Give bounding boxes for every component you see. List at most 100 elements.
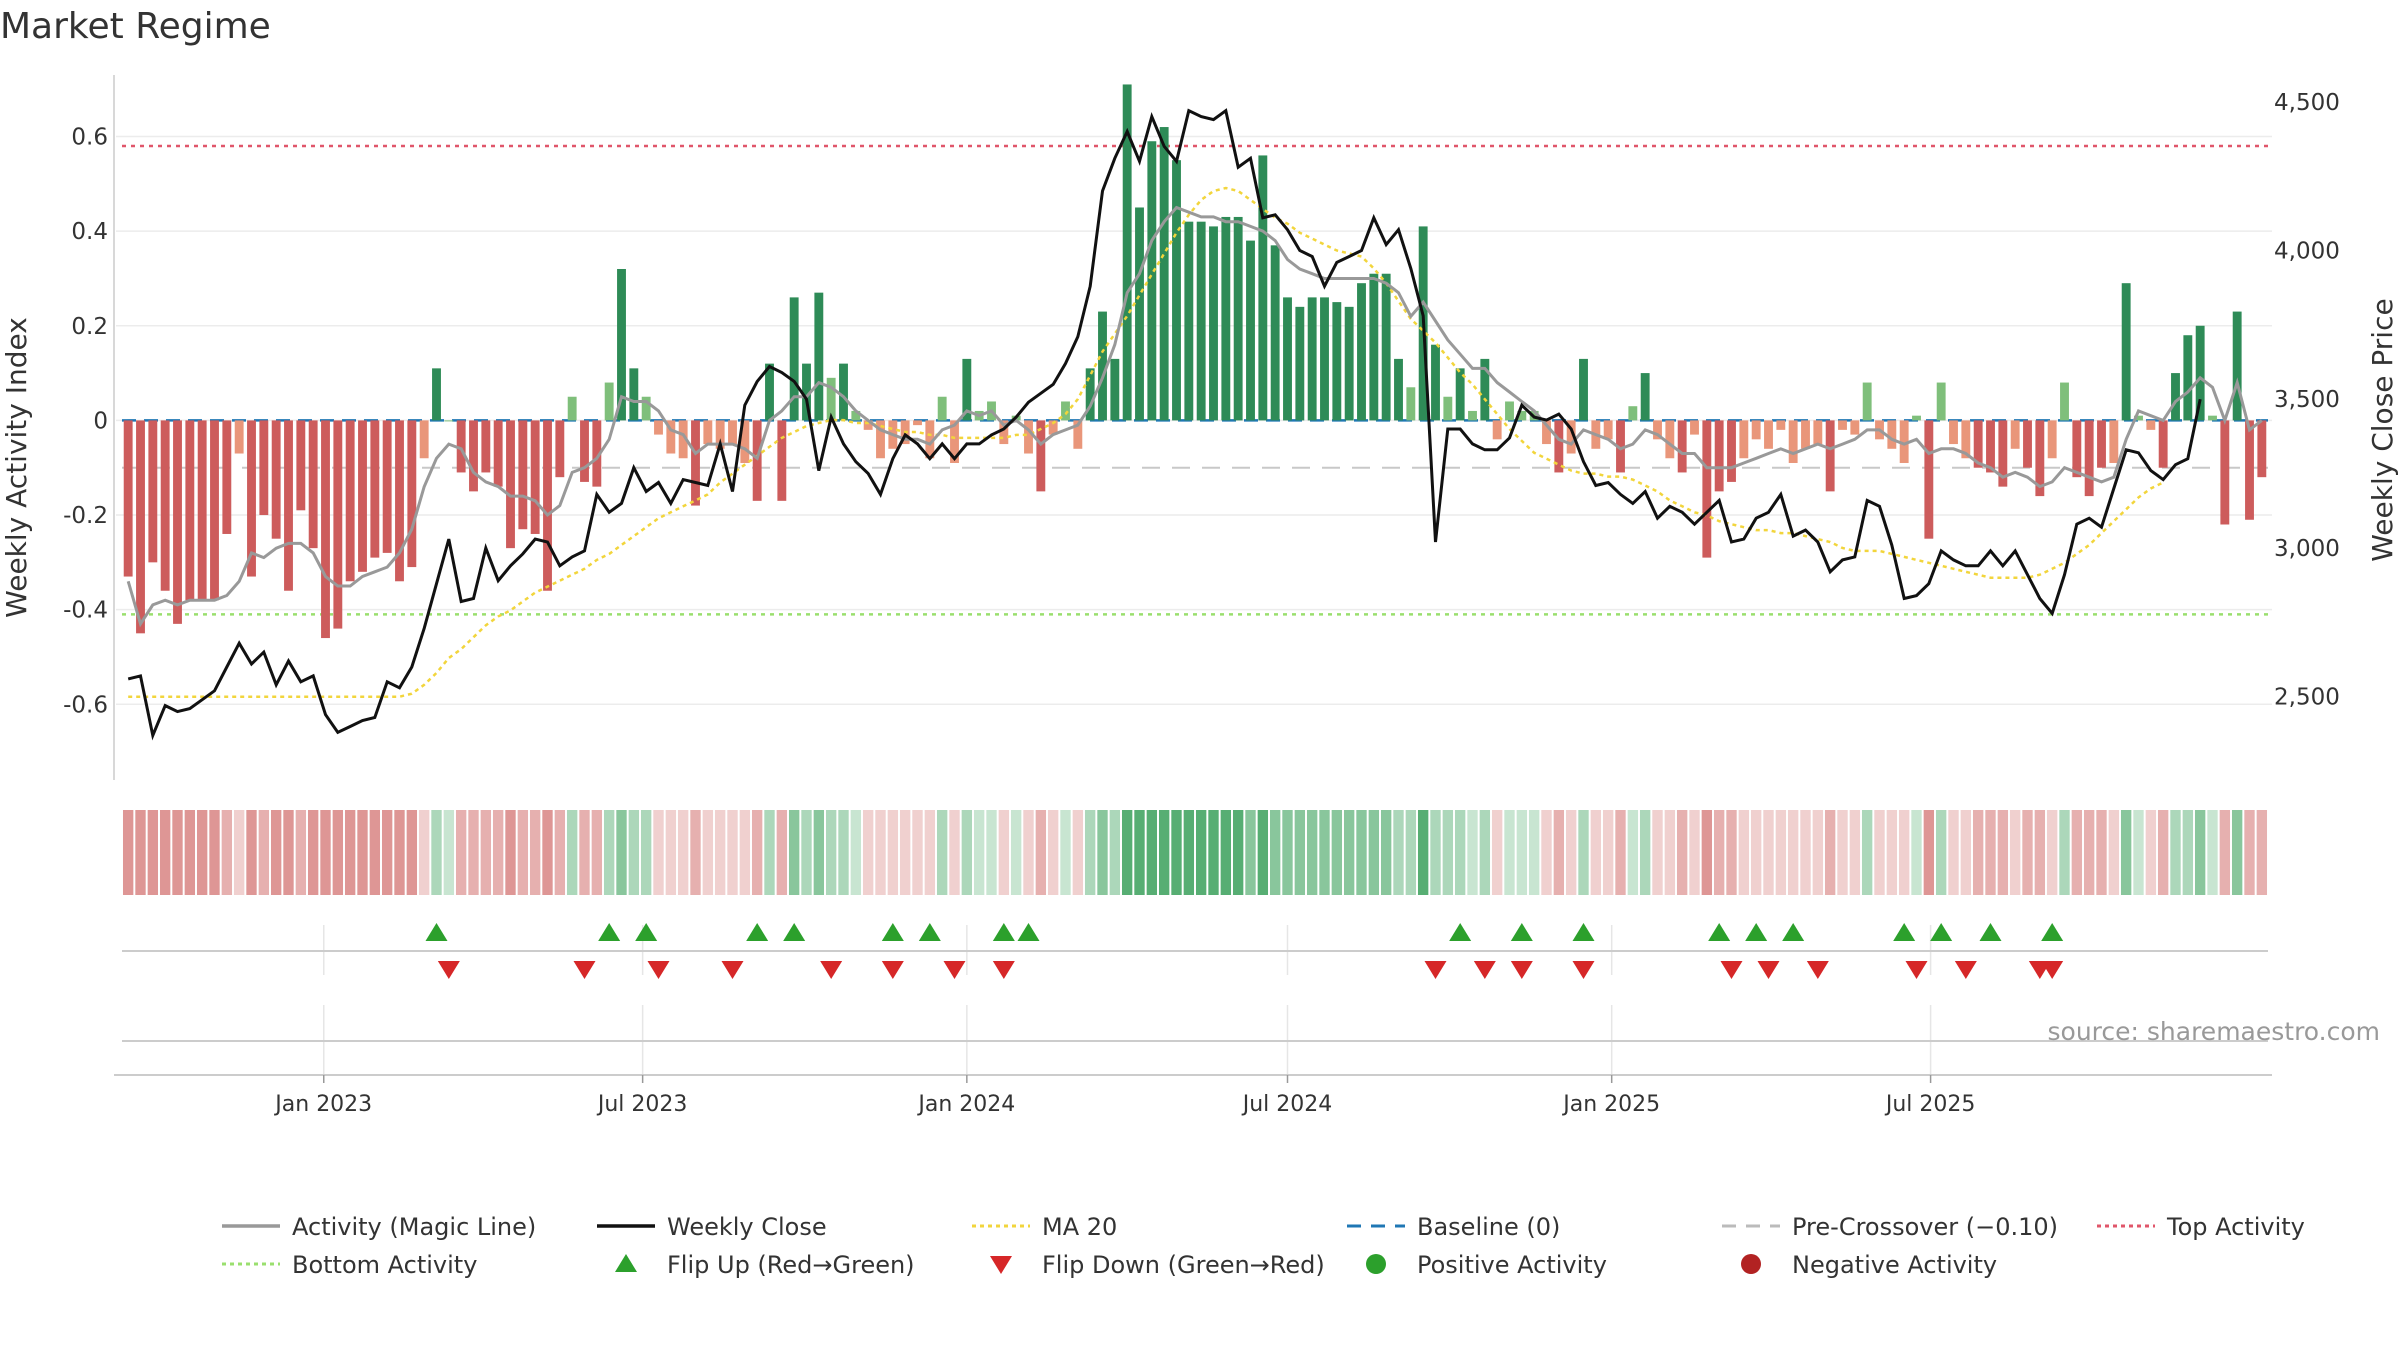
flip-up-marker	[1782, 923, 1805, 941]
regime-cell	[973, 810, 985, 895]
y-tick-label: 0.2	[71, 314, 108, 340]
y2-tick-label: 4,500	[2274, 90, 2340, 116]
flip-up-marker	[918, 923, 941, 941]
regime-cell	[1146, 810, 1158, 895]
activity-bar	[1221, 216, 1231, 421]
regime-cell	[1553, 810, 1565, 895]
flip-down-marker	[820, 961, 843, 979]
y-tick-label: 0	[93, 408, 108, 434]
activity-bar	[2245, 420, 2254, 520]
activity-bar	[1344, 306, 1354, 421]
activity-bar	[2010, 420, 2020, 449]
activity-bar	[1270, 245, 1280, 421]
activity-bar	[1369, 273, 1379, 421]
y-tick-label: -0.4	[63, 598, 108, 624]
regime-cell	[1960, 810, 1972, 895]
regime-cell	[406, 810, 418, 895]
activity-bar	[728, 420, 737, 445]
regime-cell	[1232, 810, 1244, 895]
activity-bar	[1899, 420, 1909, 463]
flip-up-marker	[746, 923, 769, 941]
regime-cell	[2145, 810, 2157, 895]
flip-up-marker	[992, 923, 1015, 941]
regime-cell	[147, 810, 159, 895]
regime-cell	[677, 810, 689, 895]
flip-down-marker	[573, 961, 596, 979]
regime-cell	[2083, 810, 2095, 895]
activity-bar	[518, 420, 528, 530]
regime-cell	[1935, 810, 1947, 895]
activity-bar	[1357, 283, 1366, 421]
axes: -0.6 -0.4 -0.2 0 0.2 0.4 0.6 2,500 3,000 3,500 4,0…	[0, 75, 2399, 780]
regime-cell	[714, 810, 726, 895]
regime-cell	[961, 810, 973, 895]
activity-bar	[2146, 420, 2156, 430]
activity-bar	[876, 420, 885, 459]
flip-up-marker	[1017, 923, 1040, 941]
regime-cell	[381, 810, 393, 895]
y2-tick-label: 2,500	[2274, 685, 2340, 711]
activity-bar	[1690, 420, 1699, 435]
regime-cell	[1689, 810, 1700, 895]
flip-down-marker	[881, 961, 904, 979]
activity-bar	[2121, 283, 2131, 421]
activity-bar	[382, 420, 392, 553]
activity-bar	[1431, 344, 1440, 421]
activity-bar	[197, 420, 207, 601]
activity-bar	[370, 420, 380, 558]
regime-cell	[1245, 810, 1256, 895]
activity-bar	[925, 420, 935, 459]
regime-cell	[1565, 810, 1577, 895]
flip-down-marker	[1510, 961, 1533, 979]
regime-cell	[1602, 810, 1614, 895]
activity-bar	[789, 297, 799, 421]
activity-bar	[1998, 420, 2008, 487]
legend-label: MA 20	[1042, 1213, 1117, 1241]
activity-bar	[210, 420, 219, 601]
activity-bar	[666, 420, 676, 454]
activity-bar	[222, 420, 232, 534]
legend-swatch	[990, 1256, 1012, 1274]
regime-cell	[122, 810, 134, 895]
regime-cell	[196, 810, 208, 895]
flip-down-marker	[2041, 961, 2064, 979]
legend-item: Negative Activity	[1741, 1251, 1997, 1279]
activity-bar	[1332, 302, 1342, 421]
activity-bar	[506, 420, 515, 549]
regime-cell	[1047, 810, 1059, 895]
activity-bar	[2097, 420, 2106, 468]
regime-cell	[1824, 810, 1836, 895]
activity-bar	[1110, 358, 1120, 421]
activity-bar	[1825, 420, 1835, 492]
activity-bar	[1714, 420, 1724, 492]
activity-bar	[1036, 420, 1046, 492]
activity-bar	[2023, 420, 2032, 468]
activity-bar	[1517, 410, 1527, 421]
activity-bar	[1320, 297, 1329, 421]
activity-bar	[629, 368, 639, 421]
regime-cell	[1812, 810, 1824, 895]
activity-bar	[1455, 368, 1465, 421]
flip-up-marker	[598, 923, 621, 941]
source-note: source: sharemaestro.com	[2048, 1017, 2381, 1046]
regime-cell	[221, 810, 233, 895]
activity-bar	[2109, 420, 2119, 463]
regime-cell	[1393, 810, 1404, 895]
regime-cell	[258, 810, 270, 895]
regime-cell	[1861, 810, 1873, 895]
regime-cell	[2022, 810, 2033, 895]
regime-cell	[640, 810, 652, 895]
regime-cell	[468, 810, 479, 895]
regime-cell	[1319, 810, 1330, 895]
activity-bar	[999, 420, 1009, 445]
regime-cell	[394, 810, 405, 895]
regime-cell	[1738, 810, 1750, 895]
activity-bar	[654, 420, 663, 435]
regime-cell	[455, 810, 467, 895]
regime-cell	[1343, 810, 1355, 895]
activity-bar	[160, 420, 170, 591]
regime-cell	[949, 810, 960, 895]
activity-bar	[1788, 420, 1798, 463]
regime-cell	[1257, 810, 1269, 895]
regime-cell	[1528, 810, 1540, 895]
